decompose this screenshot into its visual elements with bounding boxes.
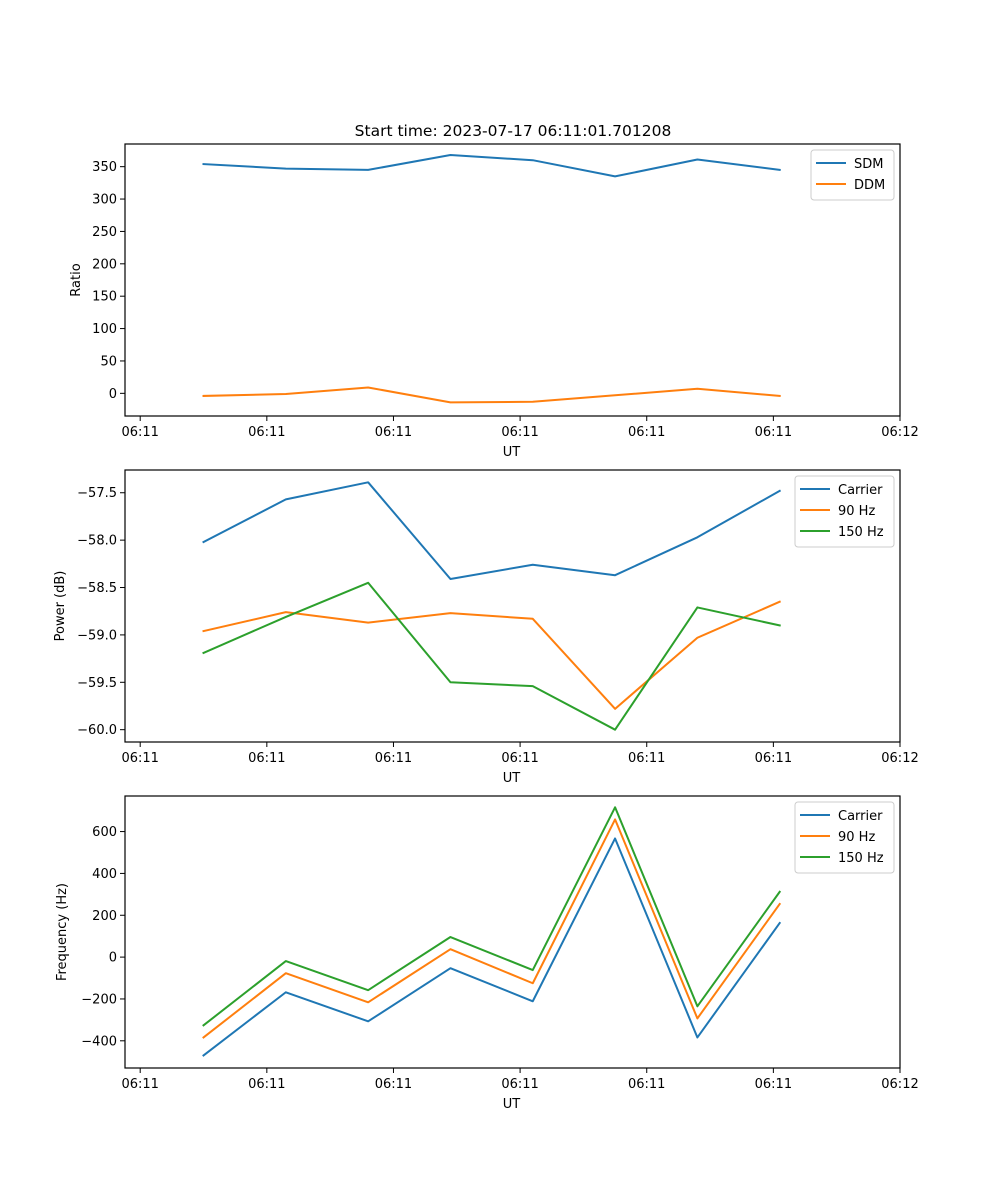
y-tick-label: 250 — [92, 225, 117, 240]
x-axis-label: UT — [503, 1097, 521, 1112]
y-tick-label: 350 — [92, 160, 117, 175]
x-tick-label: 06:11 — [628, 1077, 665, 1092]
x-tick-label: 06:11 — [248, 425, 285, 440]
y-tick-label: 400 — [92, 867, 117, 882]
y-axis-label: Frequency (Hz) — [55, 883, 70, 981]
y-tick-label: −200 — [81, 992, 117, 1007]
frequency-panel: 06:11 06:11 06:11 06:11 06:11 06:11 06:12 UT −40… — [55, 795, 919, 1112]
x-tick-label: 06:12 — [881, 751, 918, 766]
subplots: 06:11 06:11 06:11 06:11 06:11 06:11 06:12 UT 0 50… — [53, 143, 919, 1112]
power-panel: 06:11 06:11 06:11 06:11 06:11 06:11 06:12 UT −60… — [53, 469, 919, 786]
series-line-ddm — [202, 386, 781, 404]
x-axis-label: UT — [503, 771, 521, 786]
y-tick-label: −57.5 — [77, 486, 117, 501]
y-tick-label: −58.0 — [77, 534, 117, 549]
y-tick-label: −60.0 — [77, 723, 117, 738]
legend-label: DDM — [854, 178, 885, 193]
series-line-sdm — [202, 154, 781, 178]
series-line-150-hz — [202, 806, 782, 1027]
x-tick-label: 06:11 — [755, 751, 792, 766]
x-tick-label: 06:11 — [628, 425, 665, 440]
x-tick-label: 06:11 — [501, 425, 538, 440]
x-tick-label: 06:11 — [121, 425, 158, 440]
x-tick-label: 06:11 — [248, 751, 285, 766]
x-tick-label: 06:11 — [628, 751, 665, 766]
y-tick-label: 50 — [100, 354, 117, 369]
y-tick-label: 200 — [92, 909, 117, 924]
x-tick-label: 06:11 — [248, 1077, 285, 1092]
series-line-90-hz — [202, 818, 782, 1039]
x-tick-label: 06:11 — [121, 751, 158, 766]
legend-label: 90 Hz — [838, 830, 875, 845]
legend: SDM DDM — [810, 149, 895, 201]
legend-label: 90 Hz — [838, 504, 875, 519]
y-tick-label: 150 — [92, 290, 117, 305]
axes-frame — [124, 469, 901, 743]
legend-box — [794, 475, 895, 548]
axes-frame — [124, 143, 901, 417]
legend-label: Carrier — [838, 483, 883, 498]
y-axis-label: Ratio — [69, 263, 84, 296]
legend-label: 150 Hz — [838, 525, 884, 540]
x-tick-label: 06:11 — [755, 425, 792, 440]
series-line-90-hz — [202, 600, 782, 710]
ratio-panel: 06:11 06:11 06:11 06:11 06:11 06:11 06:12 UT 0 50… — [69, 143, 919, 460]
y-tick-label: 200 — [92, 257, 117, 272]
y-tick-label: −58.5 — [77, 581, 117, 596]
legend: Carrier 90 Hz 150 Hz — [794, 475, 895, 548]
legend: Carrier 90 Hz 150 Hz — [794, 801, 895, 874]
x-tick-label: 06:12 — [881, 1077, 918, 1092]
y-tick-label: 0 — [109, 387, 117, 402]
y-tick-label: 100 — [92, 322, 117, 337]
y-tick-label: −400 — [81, 1034, 117, 1049]
x-tick-label: 06:11 — [375, 425, 412, 440]
legend-box — [794, 801, 895, 874]
x-tick-label: 06:11 — [501, 1077, 538, 1092]
series-line-150-hz — [202, 581, 781, 731]
y-tick-label: −59.5 — [77, 676, 117, 691]
y-tick-label: −59.0 — [77, 628, 117, 643]
series-group — [202, 154, 781, 404]
y-axis-label: Power (dB) — [53, 571, 68, 642]
series-group — [202, 481, 782, 731]
x-tick-label: 06:11 — [501, 751, 538, 766]
series-line-carrier — [202, 837, 782, 1057]
figure-title: Start time: 2023-07-17 06:11:01.701208 — [355, 122, 672, 140]
y-tick-label: 600 — [92, 825, 117, 840]
series-group — [202, 806, 782, 1057]
series-line-carrier — [202, 481, 782, 580]
x-tick-label: 06:11 — [755, 1077, 792, 1092]
x-tick-label: 06:11 — [375, 751, 412, 766]
y-tick-label: 300 — [92, 193, 117, 208]
x-tick-label: 06:11 — [375, 1077, 412, 1092]
y-tick-label: 0 — [109, 951, 117, 966]
axes-frame — [124, 795, 901, 1069]
legend-label: SDM — [854, 157, 883, 172]
x-axis-label: UT — [503, 445, 521, 460]
x-tick-label: 06:12 — [881, 425, 918, 440]
legend-label: Carrier — [838, 809, 883, 824]
legend-label: 150 Hz — [838, 851, 884, 866]
x-tick-label: 06:11 — [121, 1077, 158, 1092]
